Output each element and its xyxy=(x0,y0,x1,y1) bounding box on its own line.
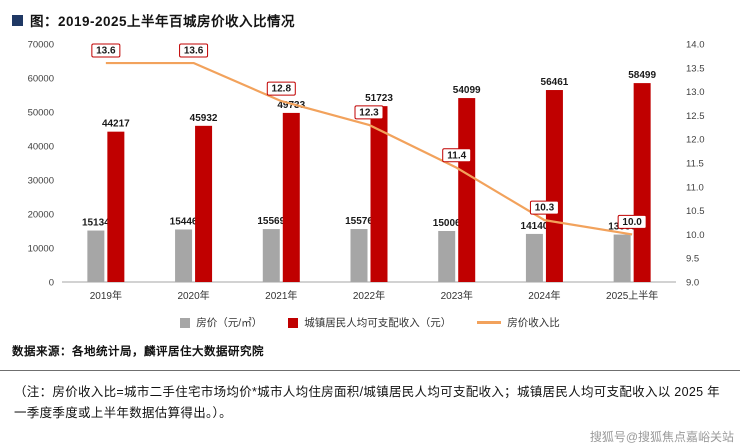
ratio-value-label: 12.8 xyxy=(272,84,292,95)
title-bullet-square xyxy=(12,14,23,26)
chart-title-row: 图：2019-2025上半年百城房价收入比情况 xyxy=(0,0,740,30)
x-axis-label: 2020年 xyxy=(177,289,209,302)
bar-income xyxy=(195,125,213,282)
legend-label-ratio: 房价收入比 xyxy=(507,317,560,329)
bar-value-label: 15576 xyxy=(345,216,373,227)
legend-swatch-price xyxy=(180,317,191,328)
right-axis-tick: 12.0 xyxy=(686,135,705,146)
bar-value-label: 44217 xyxy=(102,119,130,130)
legend-label-price: 房价（元/㎡） xyxy=(196,317,263,329)
ratio-label-box xyxy=(91,43,121,58)
page-title: 图：2019-2025上半年百城房价收入比情况 xyxy=(30,14,296,29)
x-axis-label: 2019年 xyxy=(90,289,122,302)
bar-value-label: 15006 xyxy=(433,218,461,229)
right-axis-tick: 10.5 xyxy=(686,206,705,217)
bar-value-label: 51723 xyxy=(365,93,393,104)
bar-value-label: 15569 xyxy=(257,216,285,227)
bar-income xyxy=(633,83,651,283)
left-axis-tick: 0 xyxy=(49,278,54,289)
right-axis-tick: 11.5 xyxy=(686,159,704,170)
left-axis-tick: 40000 xyxy=(28,142,54,153)
legend-item-ratio: 房价收入比 xyxy=(477,315,560,330)
ratio-value-label: 10.0 xyxy=(622,217,642,228)
right-axis-tick: 9.0 xyxy=(686,278,699,289)
ratio-label-box xyxy=(442,148,472,163)
bar-income xyxy=(282,112,300,282)
legend-item-house-price: 房价（元/㎡） xyxy=(180,315,262,330)
bar-house-price xyxy=(87,230,105,282)
right-axis-tick: 9.5 xyxy=(686,254,699,265)
legend-swatch-income xyxy=(288,317,299,328)
right-axis-tick: 10.0 xyxy=(686,230,705,241)
right-axis-tick: 11.0 xyxy=(686,182,704,193)
sohu-watermark: 搜狐号@搜狐焦点嘉峪关站 xyxy=(589,430,734,444)
left-axis-tick: 60000 xyxy=(28,74,54,85)
right-axis-tick: 12.5 xyxy=(686,111,705,122)
footnote-text: （注：房价收入比=城市二手住宅市场均价*城市人均住房面积/城镇居民人均可支配收入… xyxy=(14,385,720,421)
bar-income xyxy=(107,131,125,282)
ratio-value-label: 13.6 xyxy=(96,46,116,57)
chart-legend: 房价（元/㎡） 城镇居民人均可支配收入（元） 房价收入比 xyxy=(0,315,740,330)
ratio-value-label: 11.4 xyxy=(447,150,466,161)
x-axis-label: 2025上半年 xyxy=(606,289,658,302)
left-axis-tick: 50000 xyxy=(28,108,54,119)
bar-income xyxy=(545,90,563,283)
ratio-value-label: 10.3 xyxy=(535,203,555,214)
bar-house-price xyxy=(525,233,543,282)
bar-value-label: 15446 xyxy=(170,216,198,227)
ratio-value-label: 13.6 xyxy=(184,46,204,57)
ratio-label-box xyxy=(617,214,647,229)
left-axis-tick: 30000 xyxy=(28,176,54,187)
bar-value-label: 56461 xyxy=(541,77,569,88)
legend-label-income: 城镇居民人均可支配收入（元） xyxy=(304,317,452,329)
right-axis-tick: 13.5 xyxy=(686,63,705,74)
bar-value-label: 54099 xyxy=(453,85,481,96)
bar-value-label: 45932 xyxy=(190,113,218,124)
left-axis-tick: 10000 xyxy=(28,244,54,255)
bar-house-price xyxy=(175,229,193,282)
ratio-label-box xyxy=(266,81,296,96)
bar-value-label: 15134 xyxy=(82,218,110,229)
bar-value-label: 49733 xyxy=(277,100,305,111)
left-axis-tick: 20000 xyxy=(28,210,54,221)
legend-item-income: 城镇居民人均可支配收入（元） xyxy=(288,315,451,330)
ratio-label-box xyxy=(529,200,559,215)
bar-house-price xyxy=(262,229,280,282)
x-axis-label: 2021年 xyxy=(265,289,297,302)
ratio-label-box xyxy=(179,43,209,58)
bar-income xyxy=(370,106,388,282)
left-axis-tick: 70000 xyxy=(28,40,54,51)
bar-house-price xyxy=(438,230,456,282)
bar-value-label: 14140 xyxy=(521,221,549,232)
ratio-label-box xyxy=(354,105,384,120)
section-divider xyxy=(0,370,740,371)
bar-income xyxy=(458,98,476,282)
bar-value-label: 58499 xyxy=(628,70,656,81)
right-axis-tick: 14.0 xyxy=(686,40,705,51)
ratio-value-label: 12.3 xyxy=(359,107,379,118)
combo-chart: 70000 60000 50000 40000 30000 20000 10000 0 14.0… xyxy=(28,40,705,303)
x-axis-label: 2023年 xyxy=(441,289,473,302)
bar-house-price xyxy=(350,229,368,282)
x-axis-label: 2024年 xyxy=(528,289,560,302)
ratio-line xyxy=(105,61,633,236)
bar-house-price xyxy=(613,234,631,282)
data-source-text: 数据来源：各地统计局，麟评居住大数据研究院 xyxy=(12,346,264,358)
legend-swatch-ratio xyxy=(477,321,502,324)
x-axis-label: 2022年 xyxy=(353,289,385,302)
right-axis-tick: 13.0 xyxy=(686,87,705,98)
